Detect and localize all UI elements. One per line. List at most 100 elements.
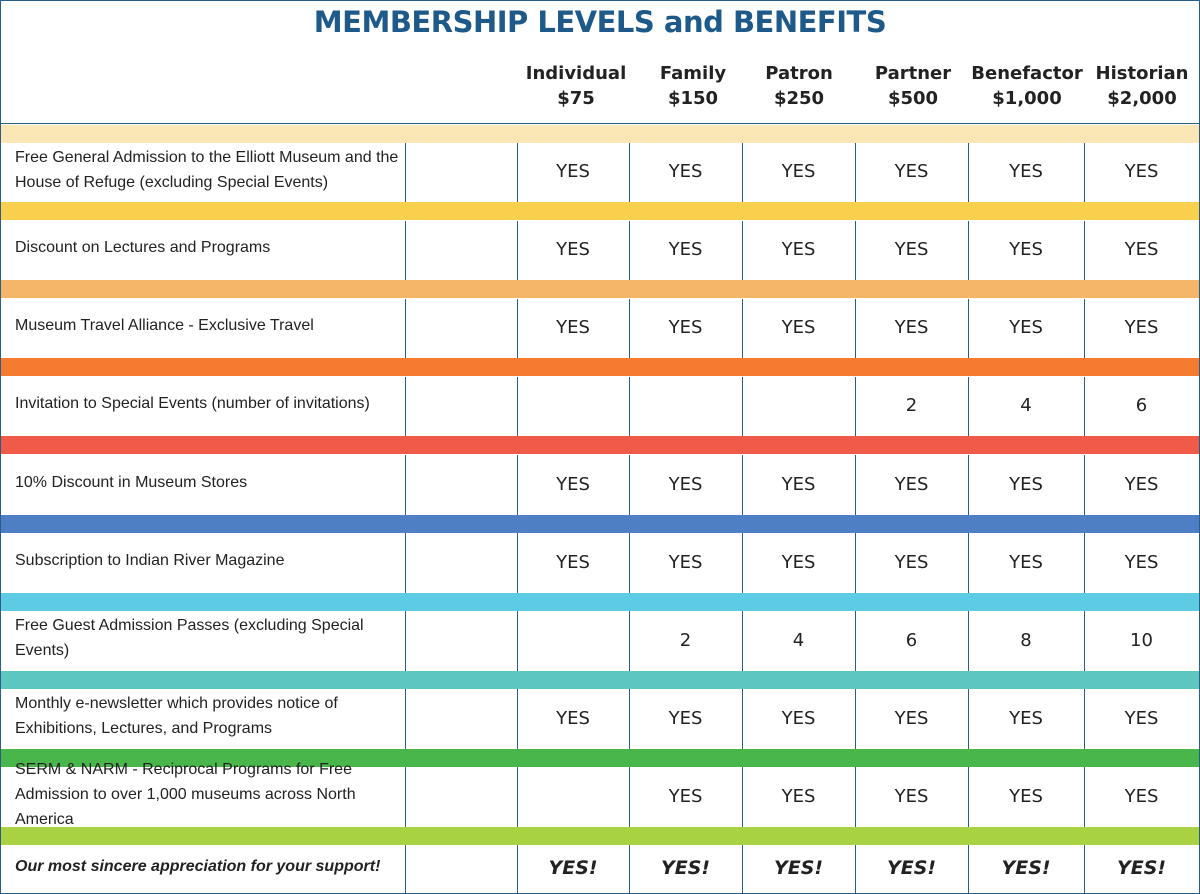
level-header-family: Family $150: [633, 61, 753, 111]
level-header-individual: Individual $75: [516, 61, 636, 111]
benefit-value-historian: YES: [1124, 317, 1159, 338]
color-band: [1, 749, 1199, 767]
color-band: [1, 671, 1199, 689]
column-divider: [855, 377, 856, 436]
benefit-label: Monthly e-newsletter which provides noti…: [15, 695, 338, 737]
column-divider: [968, 221, 969, 280]
benefit-value-benefactor: 8: [1020, 629, 1032, 651]
level-header-benefactor: Benefactor $1,000: [967, 61, 1087, 111]
benefit-value-patron: YES: [781, 239, 816, 260]
benefit-value-family: YES: [668, 707, 703, 729]
benefit-value-partner: YES!: [886, 857, 937, 879]
benefit-value-individual: YES: [556, 317, 590, 338]
column-divider: [629, 845, 630, 893]
column-divider: [968, 533, 969, 593]
column-divider: [968, 377, 969, 436]
benefit-value-benefactor: YES: [1009, 707, 1043, 729]
benefit-label: Our most sincere appreciation for your s…: [15, 857, 381, 875]
benefit-value-historian: YES!: [1116, 857, 1167, 879]
column-divider: [968, 455, 969, 515]
level-price: $2,000: [1107, 88, 1177, 109]
column-divider: [855, 299, 856, 358]
column-divider: [968, 689, 969, 749]
benefit-value-individual: [517, 377, 629, 434]
column-divider: [1084, 221, 1085, 280]
column-divider: [742, 143, 743, 202]
page-title: MEMBERSHIP LEVELS and BENEFITS: [313, 5, 887, 39]
color-band: [1, 202, 1199, 220]
benefit-value-individual: [517, 767, 629, 825]
column-divider: [1084, 845, 1085, 893]
column-divider: [517, 455, 518, 515]
column-divider: [742, 533, 743, 593]
column-divider: [629, 533, 630, 593]
column-divider: [629, 689, 630, 749]
column-divider: [629, 143, 630, 202]
column-divider: [1084, 533, 1085, 593]
benefit-row: Monthly e-newsletter which provides noti…: [1, 689, 1199, 749]
column-divider: [742, 689, 743, 749]
benefit-row: 10% Discount in Museum Stores YES YES YES YE…: [1, 455, 1199, 515]
benefit-value-historian: YES: [1124, 161, 1159, 182]
benefit-label: Free Guest Admission Passes (excluding S…: [15, 617, 364, 659]
benefit-value-family: YES: [668, 161, 703, 182]
column-divider: [968, 767, 969, 827]
column-divider: [855, 845, 856, 893]
benefit-value-historian: 10: [1130, 629, 1153, 651]
benefit-value-individual: YES: [556, 239, 590, 260]
column-divider: [405, 611, 406, 671]
level-header-patron: Patron $250: [739, 61, 859, 111]
benefit-row: Discount on Lectures and Programs YES YES Y…: [1, 221, 1199, 280]
column-divider: [405, 377, 406, 436]
header-divider: [1, 123, 1199, 124]
column-divider: [517, 767, 518, 827]
benefit-label: Discount on Lectures and Programs: [15, 239, 271, 256]
color-band: [1, 358, 1199, 376]
benefit-label: Invitation to Special Events (number of …: [15, 395, 370, 412]
column-divider: [742, 611, 743, 671]
level-name: Historian: [1095, 63, 1189, 84]
benefit-label: Free General Admission to the Elliott Mu…: [15, 148, 399, 191]
color-band: [1, 125, 1199, 143]
level-price: $500: [887, 88, 939, 109]
column-divider: [517, 611, 518, 671]
column-divider: [742, 299, 743, 358]
benefit-value-patron: YES: [781, 317, 816, 338]
benefit-value-benefactor: YES: [1009, 551, 1043, 573]
level-name: Patron: [765, 63, 833, 84]
benefit-value-family: 2: [679, 629, 692, 651]
level-price: $1,000: [992, 88, 1062, 109]
column-divider: [742, 377, 743, 436]
column-divider: [517, 689, 518, 749]
benefit-value-individual: [517, 611, 629, 669]
column-divider: [517, 221, 518, 280]
benefit-value-historian: YES: [1124, 239, 1159, 260]
column-divider: [968, 845, 969, 893]
benefit-value-partner: 6: [905, 629, 918, 651]
benefit-row: Free Guest Admission Passes (excluding S…: [1, 611, 1199, 671]
column-divider: [405, 299, 406, 358]
column-divider: [629, 221, 630, 280]
column-divider: [855, 455, 856, 515]
column-divider: [405, 221, 406, 280]
column-divider: [629, 299, 630, 358]
column-divider: [517, 377, 518, 436]
benefit-value-benefactor: YES!: [1001, 857, 1051, 879]
column-divider: [742, 845, 743, 893]
column-divider: [517, 299, 518, 358]
color-band: [1, 827, 1199, 845]
benefit-value-patron: YES: [781, 785, 816, 807]
benefit-value-family: [629, 377, 742, 434]
benefit-value-family: YES: [668, 785, 703, 807]
color-band: [1, 280, 1199, 298]
benefit-row: SERM & NARM - Reciprocal Programs for Fr…: [1, 761, 1199, 828]
benefit-value-family: YES!: [660, 857, 711, 879]
benefit-value-partner: 2: [905, 395, 918, 416]
column-divider: [629, 767, 630, 827]
column-divider: [405, 845, 406, 893]
benefit-value-family: YES: [668, 473, 703, 495]
benefit-value-benefactor: YES: [1009, 317, 1043, 338]
column-divider: [517, 533, 518, 593]
benefit-value-individual: YES!: [548, 857, 598, 879]
